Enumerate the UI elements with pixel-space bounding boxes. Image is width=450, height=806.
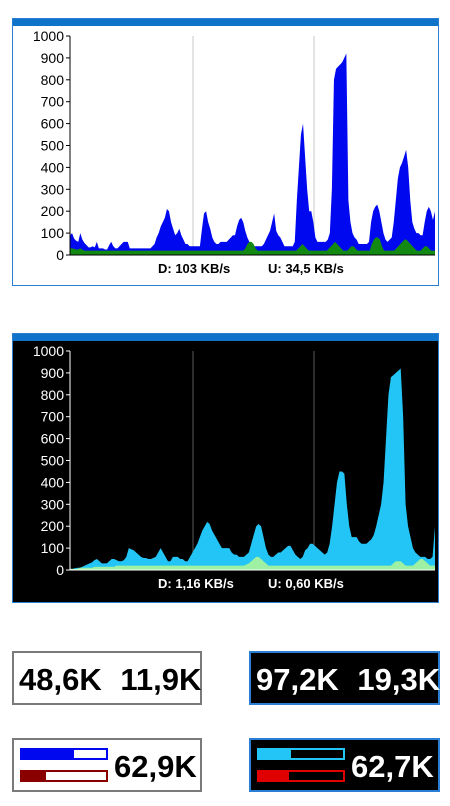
dark-traffic-graph[interactable]: 1000 900 800 700 600 500 400 300 200 100 0 D: 1,16 … (12, 333, 439, 603)
light-bar-counter[interactable]: 62,9K (12, 738, 202, 792)
y-tick-label: 600 (41, 116, 65, 132)
upload-speed-label: U: 34,5 KB/s (268, 261, 344, 276)
y-tick-label: 0 (56, 562, 64, 578)
download-level-fill (259, 750, 291, 758)
upload-level-bar (257, 770, 345, 782)
y-tick-label: 300 (41, 181, 65, 197)
download-level-bar (257, 748, 345, 760)
upload-area (70, 556, 435, 570)
dark-bar-counter[interactable]: 62,7K (249, 738, 440, 792)
y-tick-label: 900 (41, 50, 65, 66)
upload-level-fill (22, 772, 46, 780)
upload-speed-label: U: 0,60 KB/s (268, 576, 344, 591)
y-tick-label: 400 (41, 159, 65, 175)
y-tick-label: 0 (56, 247, 64, 263)
download-speed-value: 48,6K (19, 662, 102, 697)
dark-speed-counter[interactable]: 97,2K 19,3K (249, 651, 440, 705)
y-tick-label: 200 (41, 203, 65, 219)
download-level-bar (20, 748, 108, 760)
y-tick-label: 800 (41, 72, 65, 88)
y-tick-label: 500 (41, 453, 65, 469)
y-tick-label: 700 (41, 94, 65, 110)
upload-area (70, 237, 435, 255)
speed-value: 62,7K (351, 749, 434, 784)
upload-speed-value: 11,9K (120, 662, 202, 697)
download-speed-value: 97,2K (256, 662, 339, 697)
y-tick-label: 400 (41, 474, 65, 490)
y-tick-label: 200 (41, 518, 65, 534)
light-speed-counter[interactable]: 48,6K 11,9K (12, 651, 202, 705)
graph-title-bar[interactable] (13, 334, 438, 341)
y-tick-label: 600 (41, 431, 65, 447)
speed-value: 62,9K (114, 749, 197, 784)
download-level-fill (22, 750, 75, 758)
y-tick-label: 100 (41, 225, 65, 241)
light-traffic-graph[interactable]: 1000 900 800 700 600 500 400 300 200 100 0 D: 103 K… (12, 18, 439, 286)
y-tick-label: 1000 (33, 28, 64, 44)
y-tick-label: 800 (41, 387, 65, 403)
y-tick-label: 300 (41, 496, 65, 512)
graph-title-bar[interactable] (13, 19, 438, 26)
y-tick-label: 1000 (33, 343, 64, 359)
download-speed-label: D: 103 KB/s (158, 261, 230, 276)
download-area (70, 53, 435, 255)
y-tick-label: 100 (41, 540, 65, 556)
download-area (70, 368, 435, 570)
y-tick-label: 700 (41, 409, 65, 425)
upload-level-bar (20, 770, 108, 782)
y-tick-label: 900 (41, 365, 65, 381)
upload-speed-value: 19,3K (357, 662, 441, 697)
upload-level-fill (259, 772, 290, 780)
y-tick-label: 500 (41, 138, 65, 154)
download-speed-label: D: 1,16 KB/s (158, 576, 234, 591)
